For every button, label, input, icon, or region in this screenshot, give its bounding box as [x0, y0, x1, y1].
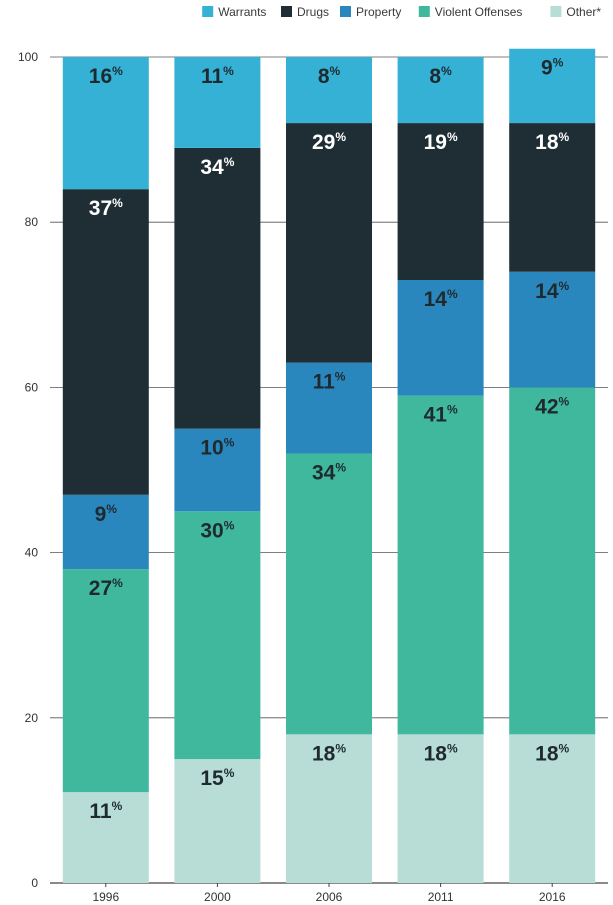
bar-other-2000 — [174, 759, 261, 883]
bar-other-1996 — [62, 792, 149, 883]
bar-property-1996 — [62, 494, 149, 570]
data-label-other-2006: 18% — [312, 741, 346, 765]
data-label-other-2016: 18% — [535, 741, 569, 765]
data-labels: 11% 27% 9% 37% 16% 15% 30% 10% 34% 11% 18% 34% 11% 29… — [89, 56, 570, 823]
bar-warrants-2000 — [174, 57, 261, 148]
data-label-warrants-2000: 11% — [201, 64, 234, 88]
data-label-violent-offenses-2006: 34% — [312, 460, 346, 484]
y-tick-label-80: 80 — [25, 215, 39, 229]
x-tick-label-2016: 2016 — [539, 890, 566, 904]
bar-warrants-2016 — [509, 48, 596, 124]
y-tick-label-0: 0 — [31, 876, 38, 890]
data-label-other-2011: 18% — [424, 741, 458, 765]
bar-property-2000 — [174, 428, 261, 512]
data-label-other-2000: 15% — [200, 766, 234, 790]
legend-swatch-warrants — [202, 6, 214, 17]
legend-label-other: Other* — [566, 5, 601, 19]
data-label-property-2006: 11% — [313, 370, 346, 394]
x-tick-label-2011: 2011 — [428, 890, 454, 904]
data-label-drugs-2016: 18% — [535, 130, 569, 154]
data-label-violent-offenses-1996: 27% — [89, 576, 123, 600]
data-label-drugs-1996: 37% — [89, 196, 123, 220]
bar-property-2011 — [397, 280, 484, 396]
bar-violent-offenses-1996 — [62, 569, 149, 793]
bar-drugs-2011 — [397, 123, 484, 281]
data-label-warrants-1996: 16% — [89, 64, 123, 88]
data-label-other-1996: 11% — [89, 799, 122, 823]
legend-swatch-violent-offenses — [418, 6, 430, 17]
data-label-property-2011: 14% — [424, 287, 458, 311]
data-label-violent-offenses-2016: 42% — [535, 394, 569, 418]
x-tick-label-2000: 2000 — [204, 890, 231, 904]
y-tick-label-20: 20 — [25, 711, 39, 725]
bar-other-2006 — [286, 734, 372, 883]
data-label-property-1996: 9% — [95, 502, 118, 526]
bar-warrants-2006 — [286, 57, 372, 124]
bar-violent-offenses-2006 — [286, 453, 372, 735]
bar-property-2006 — [286, 362, 372, 454]
bar-violent-offenses-2000 — [174, 511, 261, 760]
y-axis: 0 20 40 60 80 100 — [18, 50, 38, 890]
bar-drugs-2000 — [174, 147, 261, 429]
data-label-drugs-2000: 34% — [200, 155, 234, 179]
data-label-warrants-2006: 8% — [318, 64, 341, 88]
legend-swatch-other — [550, 6, 562, 17]
y-tick-label-60: 60 — [25, 380, 39, 394]
bar-drugs-2016 — [509, 123, 596, 272]
legend-label-violent-offenses: Violent Offenses — [435, 5, 523, 19]
data-label-warrants-2016: 9% — [541, 56, 564, 80]
data-label-property-2000: 10% — [200, 436, 234, 460]
bar-drugs-1996 — [62, 189, 149, 495]
bar-violent-offenses-2011 — [397, 395, 484, 735]
legend-swatch-drugs — [281, 6, 292, 17]
data-label-warrants-2011: 8% — [429, 64, 452, 88]
data-label-drugs-2006: 29% — [312, 130, 346, 154]
bar-violent-offenses-2016 — [509, 387, 596, 735]
data-label-property-2016: 14% — [535, 279, 569, 303]
legend-label-drugs: Drugs — [297, 5, 329, 19]
x-axis: 1996 2000 2006 2011 2016 — [92, 883, 566, 904]
x-tick-label-2006: 2006 — [316, 890, 343, 904]
bar-other-2011 — [397, 734, 484, 883]
data-label-violent-offenses-2011: 41% — [424, 403, 458, 427]
legend-label-warrants: Warrants — [218, 5, 266, 19]
y-tick-label-40: 40 — [25, 546, 39, 560]
data-label-drugs-2011: 19% — [424, 130, 458, 154]
data-label-violent-offenses-2000: 30% — [200, 518, 234, 542]
bar-other-2016 — [509, 734, 596, 883]
legend: Warrants Drugs Property Violent Offenses Oth… — [202, 5, 601, 19]
x-tick-label-1996: 1996 — [92, 890, 119, 904]
legend-label-property: Property — [356, 5, 401, 19]
y-tick-label-100: 100 — [18, 50, 38, 64]
bars — [62, 48, 596, 883]
bar-warrants-1996 — [62, 57, 149, 190]
bar-warrants-2011 — [397, 57, 484, 124]
legend-swatch-property — [340, 6, 351, 17]
bar-drugs-2006 — [286, 123, 372, 363]
bar-property-2016 — [509, 271, 596, 388]
